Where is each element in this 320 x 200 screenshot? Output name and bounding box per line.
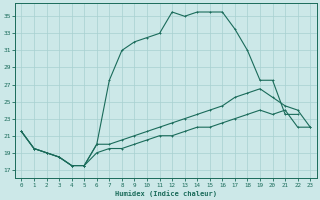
X-axis label: Humidex (Indice chaleur): Humidex (Indice chaleur) [115,190,217,197]
